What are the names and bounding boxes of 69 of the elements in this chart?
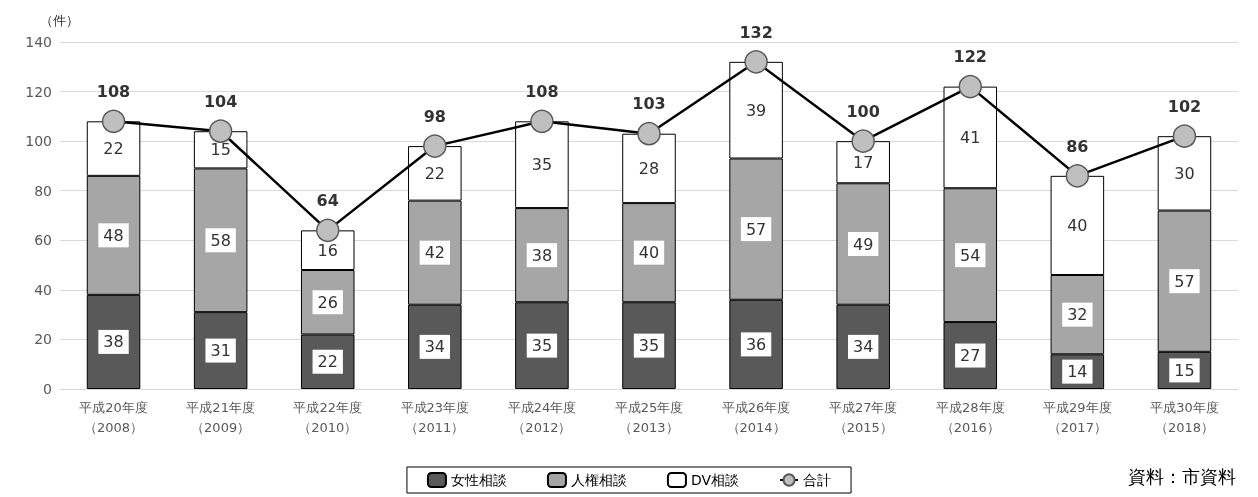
data-label: 22 (317, 352, 338, 372)
data-label: 22 (103, 139, 124, 159)
data-label: 34 (424, 337, 445, 357)
legend-label: 女性相談 (450, 472, 507, 488)
data-label: 57 (1174, 271, 1195, 291)
x-tick-label: 平成24年度（2012） (507, 399, 577, 435)
x-tick-label: 平成21年度（2009） (186, 399, 255, 435)
data-label: 22 (424, 163, 445, 183)
legend-label: DV相談 (690, 472, 740, 488)
y-tick-label: 100 (25, 133, 52, 150)
data-label: 38 (531, 245, 553, 265)
data-label: 16 (317, 240, 338, 260)
data-label: 40 (1067, 215, 1088, 235)
x-tick-label: 平成30年度（2018） (1150, 399, 1219, 435)
data-label: 100 (846, 101, 880, 121)
data-label: 49 (853, 234, 874, 254)
data-label: 48 (103, 225, 124, 245)
data-label: 32 (1067, 305, 1088, 325)
data-label: 104 (203, 91, 238, 111)
y-tick-label: 60 (34, 232, 52, 249)
data-label: 108 (96, 82, 131, 102)
data-label: 103 (632, 94, 666, 114)
y-tick-label: 140 (25, 34, 52, 50)
x-tick-label: 平成20年度（2008） (79, 399, 148, 435)
y-tick-label: 120 (25, 83, 52, 100)
text: 資料：市資料 (1128, 465, 1236, 489)
x-tick-label: 平成23年度（2011） (400, 399, 470, 435)
data-label: 86 (1066, 136, 1089, 156)
legend-label: 合計 (803, 472, 832, 488)
y-tick-label: 40 (34, 281, 52, 298)
data-label: 15 (210, 140, 231, 160)
data-label: 38 (103, 332, 124, 352)
data-label: 35 (638, 336, 660, 356)
data-label: 122 (953, 47, 987, 67)
data-label: 31 (210, 341, 231, 361)
x-tick-label: 平成22年度（2010） (293, 399, 362, 435)
data-label: 98 (423, 106, 446, 126)
x-tick-label: 平成28年度（2016） (936, 399, 1005, 435)
x-tick-label: 平成29年度（2017） (1043, 399, 1112, 435)
x-tick-label: 平成25年度（2013） (614, 399, 684, 435)
legend-label: 人権相談 (570, 472, 627, 488)
data-label: 35 (531, 155, 553, 175)
data-label: 132 (739, 22, 773, 42)
data-label: 39 (745, 100, 767, 120)
data-label: 34 (853, 337, 874, 357)
data-label: 14 (1067, 362, 1088, 382)
data-label: 27 (960, 346, 981, 366)
data-label: 35 (531, 336, 553, 356)
x-tick-label: 平成27年度（2015） (828, 399, 898, 435)
y-tick-label: 80 (34, 182, 52, 199)
data-label: 41 (960, 127, 981, 147)
data-label: 64 (316, 191, 339, 211)
y-axis-title: （件） (40, 13, 79, 28)
data-label: 54 (960, 245, 981, 265)
y-tick-label: 0 (43, 381, 52, 397)
data-label: 108 (525, 82, 559, 102)
data-label: 42 (424, 243, 445, 263)
data-label: 30 (1174, 163, 1195, 183)
data-label: 28 (638, 158, 660, 178)
data-label: 40 (638, 243, 660, 263)
data-label: 17 (853, 152, 874, 172)
data-label: 36 (745, 334, 767, 354)
x-tick-label: 平成26年度（2014） (721, 399, 791, 435)
data-label: 57 (745, 219, 767, 239)
data-label: 26 (317, 292, 338, 312)
data-label: 15 (1174, 360, 1195, 380)
y-tick-label: 20 (34, 331, 52, 348)
data-label: 58 (210, 230, 231, 250)
data-label: 102 (1167, 96, 1202, 116)
